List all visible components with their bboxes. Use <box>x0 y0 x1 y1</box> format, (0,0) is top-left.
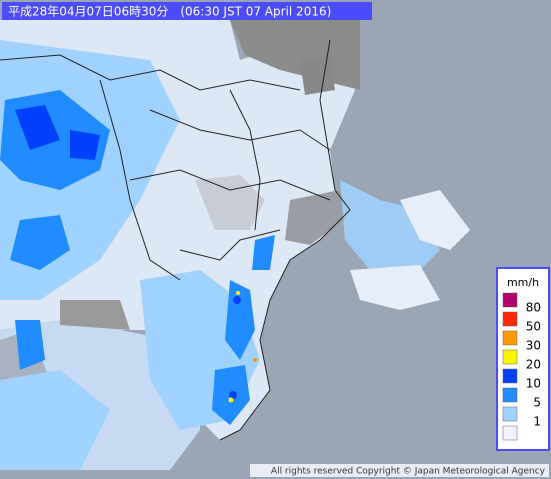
legend-swatch <box>502 406 518 422</box>
rain-spot <box>253 358 257 362</box>
legend-swatch <box>502 387 518 403</box>
rain-heavy <box>15 105 241 399</box>
legend-swatch <box>502 311 518 327</box>
legend-swatch <box>502 292 518 308</box>
rain-spot <box>228 397 234 403</box>
legend-label: 10 <box>526 377 541 391</box>
legend-label: 1 <box>533 415 541 429</box>
boundaries <box>0 39 351 441</box>
legend-swatch <box>502 368 518 384</box>
legend-swatch <box>502 330 518 346</box>
legend-label: 5 <box>533 396 541 410</box>
legend-label: 50 <box>526 320 541 334</box>
legend-label: 20 <box>526 358 541 372</box>
legend-unit: mm/h <box>507 276 539 289</box>
legend: mm/h 80 50 30 20 10 5 1 <box>496 267 550 451</box>
legend-swatch <box>502 349 518 365</box>
copyright: All rights reserved Copyright © Japan Me… <box>271 467 546 477</box>
legend-label: 80 <box>526 301 541 315</box>
title: 平成28年04月07日06時30分 (06:30 JST 07 April 20… <box>8 5 331 19</box>
title-bar <box>2 2 372 20</box>
footer-bar <box>250 464 549 477</box>
legend-swatch <box>502 425 518 441</box>
rain-spot <box>236 291 240 295</box>
legend-label: 30 <box>526 339 541 353</box>
